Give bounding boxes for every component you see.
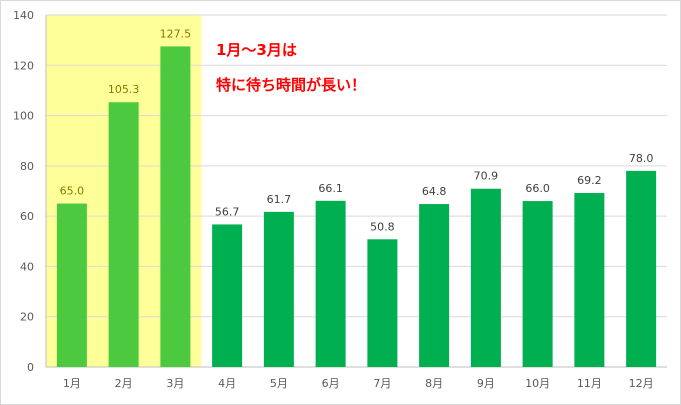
bar-8 (419, 204, 450, 367)
x-tick-label: 11月 (577, 377, 602, 390)
x-tick-label: 8月 (425, 377, 443, 390)
annotation-line-1: 1月～3月は (216, 41, 297, 59)
y-tick-label: 120 (13, 59, 34, 72)
bar-6 (315, 200, 346, 367)
bar-3 (160, 46, 191, 368)
annotation-line-2: 特に待ち時間が長い！ (216, 76, 367, 94)
bar-1 (56, 203, 87, 367)
bar-5 (263, 211, 294, 367)
bar-10 (522, 201, 553, 367)
x-tick-label: 3月 (166, 377, 184, 390)
data-label: 61.7 (267, 193, 292, 206)
bar-4 (212, 224, 243, 367)
bar-12 (626, 170, 657, 367)
y-tick-label: 0 (27, 361, 34, 374)
y-tick-label: 60 (20, 210, 34, 223)
data-label: 78.0 (629, 152, 654, 165)
x-tick-label: 9月 (477, 377, 495, 390)
bar-11 (574, 193, 605, 367)
y-tick-label: 80 (20, 160, 34, 173)
bar-7 (367, 239, 398, 367)
x-tick-label: 12月 (629, 377, 654, 390)
y-tick-label: 100 (13, 110, 34, 123)
x-tick-label: 6月 (322, 377, 340, 390)
data-label: 64.8 (422, 185, 447, 198)
x-tick-label: 5月 (270, 377, 288, 390)
data-label: 105.3 (108, 83, 140, 96)
y-tick-label: 140 (13, 9, 34, 22)
data-label: 50.8 (370, 220, 395, 233)
y-tick-label: 20 (20, 311, 34, 324)
x-tick-label: 4月 (218, 377, 236, 390)
x-tick-label: 2月 (115, 377, 133, 390)
data-label: 66.0 (525, 182, 550, 195)
data-label: 69.2 (577, 174, 602, 187)
data-label: 66.1 (318, 182, 343, 195)
x-tick-label: 10月 (525, 377, 550, 390)
data-label: 127.5 (160, 27, 192, 40)
y-tick-label: 40 (20, 260, 34, 273)
data-label: 56.7 (215, 205, 240, 218)
data-label: 65.0 (60, 185, 85, 198)
x-tick-label: 1月 (63, 377, 81, 390)
data-label: 70.9 (474, 170, 499, 183)
x-tick-label: 7月 (373, 377, 391, 390)
bar-2 (108, 102, 139, 367)
bar-9 (470, 188, 501, 367)
